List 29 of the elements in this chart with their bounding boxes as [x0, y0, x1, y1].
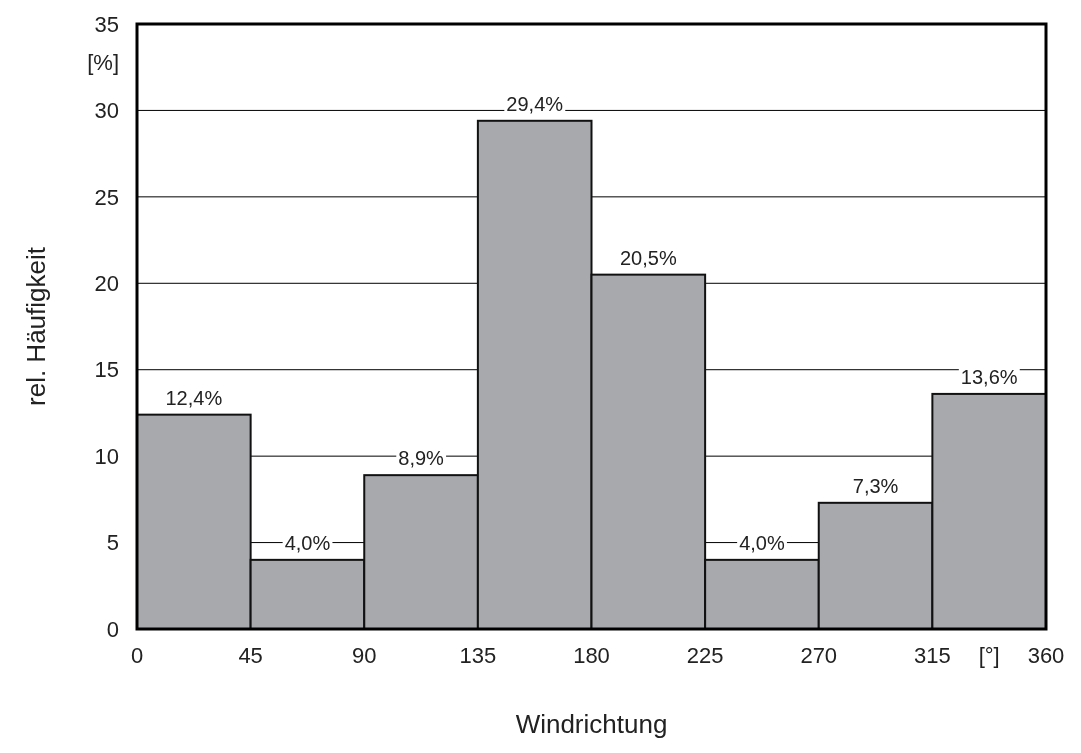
- x-tick-label: 315: [914, 643, 951, 668]
- data-label: 12,4%: [165, 386, 223, 409]
- data-label: 7,3%: [852, 474, 899, 497]
- x-tick-label: 225: [686, 643, 724, 668]
- y-tick-label: 10: [94, 443, 119, 469]
- data-label: 4,0%: [739, 531, 785, 554]
- x-tick-label: 90: [352, 643, 377, 668]
- data-label: 20,5%: [619, 246, 677, 269]
- text: [%]: [87, 50, 119, 75]
- x-tick-label: 180: [573, 643, 610, 668]
- x-tick-label: 0: [130, 643, 144, 668]
- y-tick-label: 0: [106, 616, 119, 642]
- x-tick-label: 360: [1027, 643, 1065, 668]
- data-label: 8,9%: [398, 447, 445, 470]
- y-tick-label: 5: [106, 530, 119, 556]
- x-tick-label: 135: [459, 643, 497, 668]
- data-label: 4,0%: [284, 531, 331, 554]
- x-tick-label: 270: [800, 643, 838, 668]
- y-tick-label: 15: [94, 357, 119, 383]
- y-tick-label: 25: [94, 184, 119, 210]
- text: [°]: [978, 643, 1000, 668]
- x-axis-title: Windrichtung: [515, 709, 668, 739]
- y-tick-label: 30: [94, 98, 119, 124]
- data-label: 29,4%: [506, 92, 564, 115]
- y-axis-title: rel. Häufigkeit: [21, 246, 51, 406]
- x-tick-label: 45: [238, 643, 263, 668]
- y-tick-label: 20: [94, 270, 119, 296]
- data-label: 13,6%: [960, 365, 1018, 388]
- y-tick-label: 35: [94, 11, 119, 37]
